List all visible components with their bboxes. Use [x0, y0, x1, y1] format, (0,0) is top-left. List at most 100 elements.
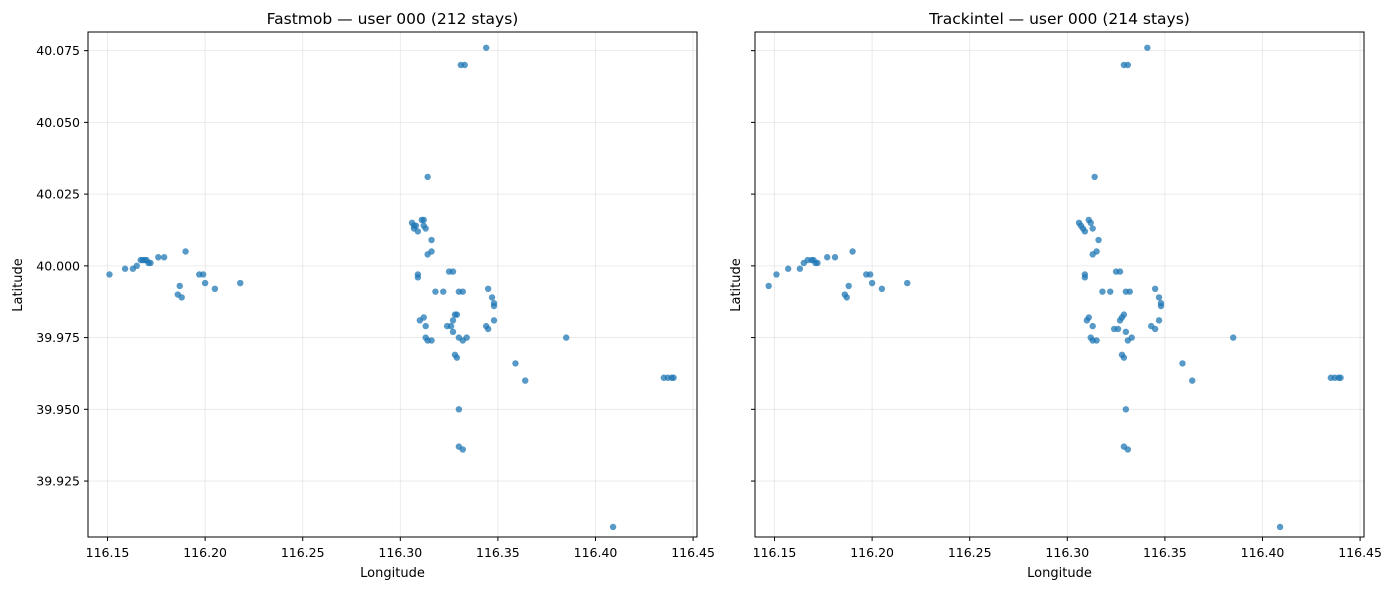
fastmob-stay-point [237, 279, 244, 287]
fastmob-stay-point [422, 322, 429, 330]
fastmob-stay-point [449, 328, 457, 336]
fastmob-stay-point [490, 317, 498, 324]
trackintel-stay-point [1144, 44, 1151, 51]
trackintel-stay-point [878, 285, 886, 293]
trackintel-plot-frame [754, 31, 1365, 538]
trackintel-stay-point [1151, 325, 1159, 333]
trackintel-stay-point [866, 271, 874, 278]
trackintel-x-axis-label: Longitude [1027, 566, 1092, 581]
fastmob-stay-point [121, 265, 129, 272]
fastmob-stay-point [155, 254, 162, 261]
trackintel-y-axis-label: Latitude [729, 258, 744, 312]
fastmob-stay-point [160, 254, 168, 261]
fastmob-stay-point [432, 288, 439, 295]
fastmob-stay-point [211, 285, 219, 293]
fastmob-stay-point [424, 173, 431, 181]
fastmob-stay-point [447, 322, 455, 330]
trackintel-stay-point [796, 265, 804, 272]
fastmob-y-axis-label: Latitude [11, 258, 26, 312]
fastmob-x-tick-label: 116.20 [183, 545, 227, 560]
trackintel-x-tick-label: 116.40 [1241, 545, 1285, 560]
fastmob-x-tick-label: 116.35 [476, 545, 520, 560]
fastmob-stay-point [461, 61, 468, 69]
fastmob-stay-point [490, 302, 498, 310]
trackintel-panel: 116.15 116.20 116.25 116.30 116.35 116.40 116.… [729, 10, 1382, 581]
trackintel-x-tick-label: 116.30 [1045, 545, 1089, 560]
trackintel-stay-point [1116, 268, 1124, 275]
fastmob-stay-point [428, 248, 435, 255]
trackintel-stay-point [868, 279, 876, 287]
fastmob-stay-point [463, 334, 470, 341]
fastmob-x-tick-label: 116.30 [378, 545, 422, 560]
trackintel-stay-point [1337, 374, 1344, 381]
fastmob-y-tick-label: 40.025 [36, 187, 80, 202]
trackintel-stay-point [1276, 523, 1284, 531]
trackintel-stay-point [1120, 311, 1128, 318]
fastmob-stay-point [484, 325, 492, 333]
trackintel-stay-point [1120, 354, 1128, 361]
trackintel-stay-point [1089, 225, 1096, 232]
fastmob-stay-point [133, 262, 140, 270]
trackintel-stay-point [1189, 377, 1196, 384]
fastmob-stay-point [147, 259, 154, 267]
trackintel-stay-point [1151, 285, 1159, 293]
trackintel-x-tick-label: 116.25 [948, 545, 992, 560]
trackintel-stay-point [1081, 228, 1089, 235]
fastmob-stay-point [199, 271, 207, 278]
fastmob-y-tick-label: 39.925 [36, 474, 80, 489]
fastmob-panel: 116.15 116.20 116.25 116.30 116.35 116.40 116.… [11, 10, 715, 581]
trackintel-grid [755, 32, 1364, 537]
trackintel-stay-point [1122, 328, 1130, 336]
fastmob-stay-point [455, 406, 463, 413]
trackintel-stay-point [824, 254, 831, 261]
fastmob-stay-point [484, 285, 492, 293]
fastmob-points [106, 44, 677, 531]
fastmob-stay-point [201, 279, 209, 287]
fastmob-y-tick-label: 39.950 [36, 402, 80, 417]
fastmob-stay-point [453, 311, 461, 318]
trackintel-stay-point [1114, 325, 1122, 333]
trackintel-stay-point [1091, 173, 1098, 181]
trackintel-x-tick-label: 116.20 [850, 545, 894, 560]
fastmob-stay-point [482, 44, 490, 51]
trackintel-stay-point [1155, 317, 1163, 324]
fastmob-stay-point [449, 317, 457, 324]
trackintel-stay-point [904, 279, 911, 287]
trackintel-stay-point [1093, 248, 1100, 255]
trackintel-stay-point [1124, 61, 1132, 69]
trackintel-stay-point [1155, 294, 1163, 301]
trackintel-stay-point [1093, 337, 1100, 344]
trackintel-x-tick-label: 116.35 [1143, 545, 1187, 560]
fastmob-stay-point [414, 274, 422, 281]
trackintel-title: Trackintel — user 000 (214 stays) [928, 10, 1190, 28]
trackintel-stay-point [814, 259, 821, 267]
fastmob-stay-point [420, 216, 427, 224]
fastmob-stay-point [459, 288, 466, 295]
fastmob-x-axis-label: Longitude [360, 566, 425, 581]
trackintel-stay-point [1124, 446, 1132, 453]
fastmob-stay-point [428, 236, 435, 244]
trackintel-stay-point [1126, 288, 1133, 295]
fastmob-stay-point [609, 523, 617, 531]
fastmob-stay-point [440, 288, 447, 295]
fastmob-title: Fastmob — user 000 (212 stays) [267, 10, 519, 28]
fastmob-y-tick-label: 39.975 [36, 330, 80, 345]
fastmob-stay-point [182, 248, 189, 255]
fastmob-y-tick-label: 40.075 [36, 43, 80, 58]
fastmob-stay-point [420, 314, 427, 321]
trackintel-stay-point [1230, 334, 1237, 341]
fastmob-plot-frame [87, 31, 698, 538]
trackintel-stay-point [773, 271, 780, 278]
trackintel-stay-point [1081, 274, 1089, 281]
fastmob-stay-point [106, 271, 113, 278]
trackintel-x-ticks: 116.15 116.20 116.25 116.30 116.35 116.40 116.… [753, 537, 1382, 560]
trackintel-stay-point [1128, 334, 1135, 341]
trackintel-y-ticks [751, 50, 755, 482]
fastmob-x-ticks: 116.15 116.20 116.25 116.30 116.35 116.40 116.… [86, 537, 715, 560]
fastmob-stay-point [459, 446, 466, 453]
fastmob-stay-point [449, 268, 457, 275]
trackintel-x-tick-label: 116.15 [753, 545, 797, 560]
trackintel-stay-point [849, 248, 856, 255]
fastmob-stay-point [176, 282, 183, 290]
